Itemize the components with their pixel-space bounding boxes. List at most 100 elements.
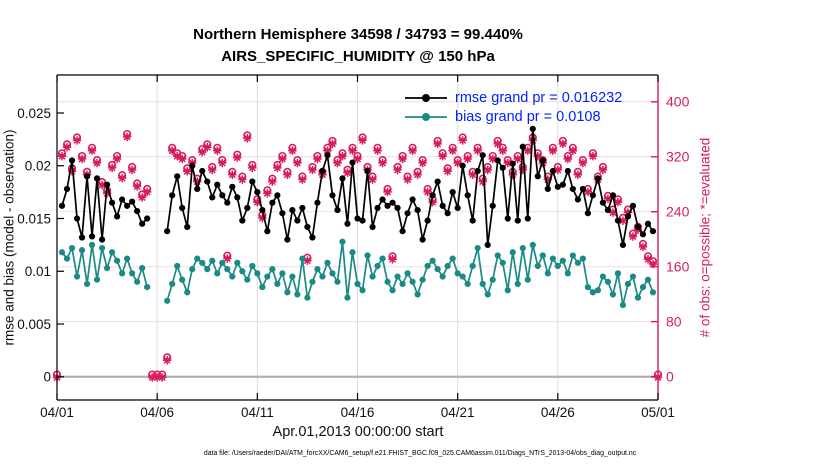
bias-marker (204, 266, 211, 273)
obs-evaluated-marker (368, 175, 377, 184)
rmse-marker (354, 215, 361, 222)
obs-evaluated-marker (453, 158, 462, 168)
rmse-marker (554, 183, 561, 190)
bias-marker (244, 276, 251, 283)
obs-evaluated-marker (323, 146, 332, 155)
obs-evaluated-marker (127, 165, 137, 175)
bias-marker (534, 262, 541, 270)
bias-marker (199, 259, 206, 266)
rmse-marker (119, 196, 126, 203)
bias-marker (424, 262, 431, 270)
rmse-marker (584, 210, 591, 217)
bias-marker (129, 270, 136, 277)
data-file-path: data file: /Users/raeder/DAI/ATM_forcXX/… (203, 450, 637, 457)
obs-evaluated-marker (218, 158, 227, 168)
obs-evaluated-marker (358, 136, 367, 145)
obs-evaluated-marker (243, 134, 252, 143)
rmse-marker (579, 185, 586, 193)
rmse-marker (324, 152, 331, 159)
legend-item-bias: bias grand pr = 0.0108 (404, 108, 622, 128)
obs-evaluated-marker (313, 154, 322, 164)
rmse-marker (68, 157, 76, 164)
bias-marker (539, 252, 546, 259)
bias-marker (319, 273, 326, 280)
rmse-marker (489, 202, 496, 209)
rmse-marker (334, 206, 341, 214)
rmse-marker (594, 175, 602, 182)
rmse-marker (604, 206, 612, 214)
rmse-marker (174, 173, 181, 180)
rmse-marker (114, 213, 121, 220)
obs-evaluated-marker (147, 373, 157, 382)
rmse-marker (58, 202, 66, 209)
rmse-marker (504, 215, 511, 222)
obs-evaluated-marker (403, 175, 412, 184)
bias-marker (604, 278, 612, 285)
bias-marker (98, 244, 106, 252)
rmse-marker (209, 194, 216, 201)
bias-marker (474, 244, 481, 252)
rmse-marker (319, 167, 326, 175)
bias-marker (93, 276, 101, 283)
rmse-marker (199, 167, 206, 175)
obs-evaluated-marker (268, 177, 277, 186)
bias-marker (569, 252, 576, 259)
bias-marker (614, 270, 622, 277)
obs-evaluated-marker (583, 187, 593, 197)
obs-evaluated-marker (383, 187, 392, 197)
obs-evaluated-marker (553, 165, 563, 175)
obs-evaluated-marker (223, 254, 232, 263)
bias-marker (304, 294, 311, 301)
rmse-marker (439, 202, 446, 209)
rmse-marker (629, 202, 637, 209)
rmse-marker (259, 206, 266, 214)
chart-title-line2: AIRS_SPECIFIC_HUMIDITY @ 150 hPa (221, 48, 495, 65)
rmse-marker (284, 236, 291, 243)
rmse-marker (539, 157, 546, 164)
bias-marker (209, 257, 216, 264)
y-right-tick-label: 80 (666, 313, 682, 329)
x-tick-label: 04/11 (241, 405, 274, 420)
rmse-marker (414, 206, 421, 214)
obs-evaluated-marker (87, 146, 97, 155)
obs-evaluated-marker (623, 208, 633, 217)
rmse-marker (279, 210, 286, 217)
rmse-marker (634, 223, 642, 231)
bias-marker (224, 266, 231, 273)
rmse-marker (644, 220, 652, 227)
bias-marker (619, 301, 627, 309)
bias-marker (589, 289, 596, 296)
rmse-marker (214, 181, 221, 188)
bias-marker (519, 244, 526, 252)
y-right-tick-label: 0 (666, 368, 674, 384)
rmse-marker (63, 185, 71, 193)
bias-marker (439, 273, 446, 280)
bias-marker (219, 259, 226, 266)
rmse-marker (534, 173, 541, 180)
rmse-marker (649, 228, 657, 235)
obs-evaluated-marker (173, 151, 182, 161)
rmse-marker (134, 208, 141, 215)
obs-evaluated-marker (483, 165, 492, 175)
bias-marker (389, 287, 396, 294)
bias-marker (119, 270, 126, 277)
rmse-marker (108, 199, 116, 206)
obs-evaluated-marker (513, 154, 522, 164)
obs-evaluated-marker (643, 255, 653, 264)
bias-marker (594, 287, 602, 294)
rmse-marker (474, 167, 481, 175)
bias-marker (524, 276, 531, 283)
x-tick-label: 04/06 (140, 405, 174, 420)
obs-evaluated-marker (428, 198, 437, 207)
obs-evaluated-marker (563, 154, 573, 164)
obs-evaluated-marker (283, 170, 292, 179)
bias-marker (494, 252, 501, 259)
bias-marker (499, 259, 506, 266)
obs-evaluated-marker (418, 158, 427, 168)
obs-evaluated-marker (258, 213, 267, 223)
rmse-marker (524, 215, 531, 222)
bias-marker (599, 273, 607, 280)
rmse-marker (574, 196, 581, 203)
rmse-marker (359, 217, 366, 224)
bias-marker (88, 241, 96, 248)
